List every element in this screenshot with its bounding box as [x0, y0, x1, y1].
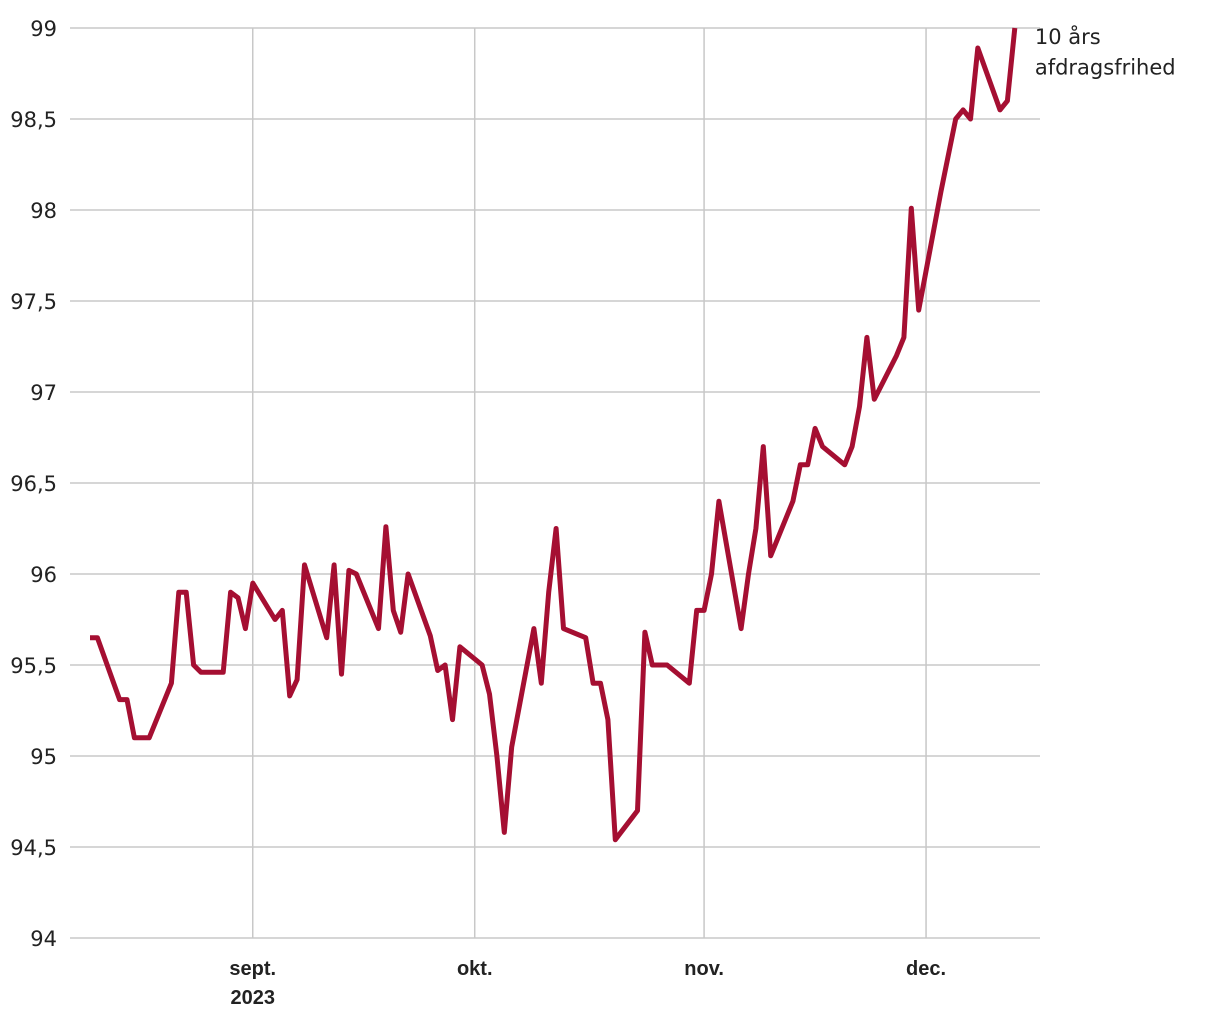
y-tick-label: 97,5 — [10, 290, 57, 314]
x-tick-label: nov. — [684, 958, 724, 980]
y-tick-label: 97 — [30, 381, 57, 405]
y-tick-label: 94 — [30, 927, 57, 951]
y-tick-label: 96 — [30, 563, 57, 587]
y-tick-label: 95 — [30, 745, 57, 769]
x-tick-label: dec. — [906, 958, 946, 980]
x-tick-label: okt. — [457, 958, 493, 980]
series-label: 10 års afdragsfrihed — [1035, 24, 1176, 79]
line — [90, 27, 1018, 843]
y-tick-label: 94,5 — [10, 836, 57, 860]
x-tick-label: sept. 2023 — [229, 958, 276, 1009]
y-tick-label: 95,5 — [10, 654, 57, 678]
y-tick-label: 99 — [30, 17, 57, 41]
y-tick-label: 98 — [30, 199, 57, 223]
y-tick-label: 98,5 — [10, 108, 57, 132]
y-tick-label: 96,5 — [10, 472, 57, 496]
